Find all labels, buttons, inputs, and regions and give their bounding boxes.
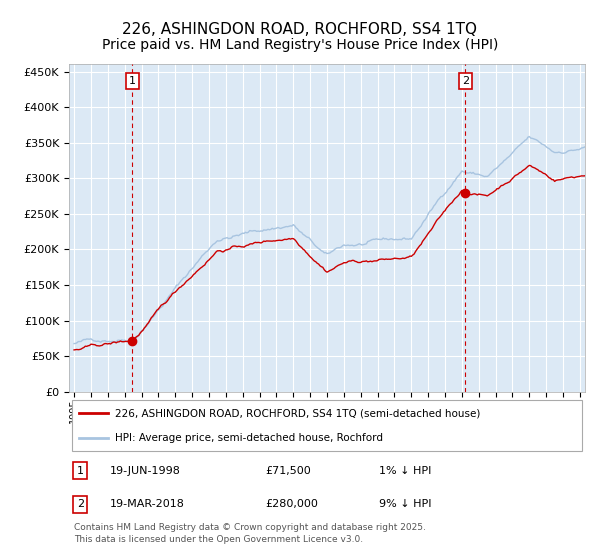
Text: £280,000: £280,000 [265, 500, 318, 510]
Text: 2: 2 [77, 500, 84, 510]
Text: 1% ↓ HPI: 1% ↓ HPI [379, 466, 431, 476]
Text: 226, ASHINGDON ROAD, ROCHFORD, SS4 1TQ (semi-detached house): 226, ASHINGDON ROAD, ROCHFORD, SS4 1TQ (… [115, 408, 481, 418]
Text: 19-JUN-1998: 19-JUN-1998 [110, 466, 181, 476]
Text: 19-MAR-2018: 19-MAR-2018 [110, 500, 185, 510]
FancyBboxPatch shape [71, 400, 583, 451]
Text: Price paid vs. HM Land Registry's House Price Index (HPI): Price paid vs. HM Land Registry's House … [102, 38, 498, 52]
Text: HPI: Average price, semi-detached house, Rochford: HPI: Average price, semi-detached house,… [115, 433, 383, 443]
Text: Contains HM Land Registry data © Crown copyright and database right 2025.
This d: Contains HM Land Registry data © Crown c… [74, 523, 426, 544]
Text: 226, ASHINGDON ROAD, ROCHFORD, SS4 1TQ: 226, ASHINGDON ROAD, ROCHFORD, SS4 1TQ [122, 22, 478, 38]
Text: £71,500: £71,500 [265, 466, 311, 476]
Text: 2: 2 [462, 76, 469, 86]
Text: 9% ↓ HPI: 9% ↓ HPI [379, 500, 431, 510]
Text: 1: 1 [77, 466, 84, 476]
Text: 1: 1 [129, 76, 136, 86]
